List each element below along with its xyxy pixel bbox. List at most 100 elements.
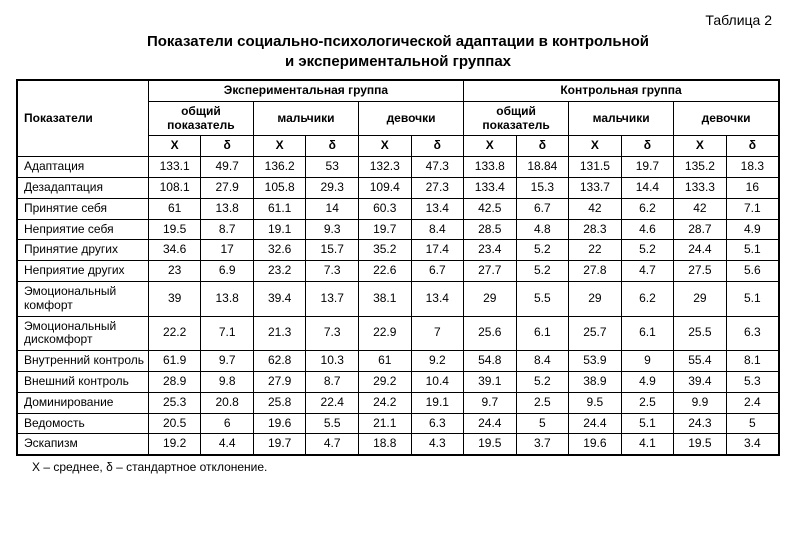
cell-value: 22.9 (358, 316, 411, 351)
table-row: Принятие себя6113.861.11460.313.442.56.7… (17, 198, 779, 219)
row-label: Неприятие других (17, 261, 148, 282)
header-delta: δ (411, 136, 464, 157)
adaptation-table: Показатели Экспериментальная группа Конт… (16, 79, 780, 456)
cell-value: 4.1 (621, 434, 674, 455)
cell-value: 4.4 (201, 434, 254, 455)
cell-value: 18.3 (726, 157, 779, 178)
cell-value: 109.4 (358, 177, 411, 198)
cell-value: 9.2 (411, 351, 464, 372)
cell-value: 19.7 (253, 434, 306, 455)
cell-value: 61 (148, 198, 201, 219)
cell-value: 6.2 (621, 198, 674, 219)
title-line-1: Показатели социально-психологической ада… (147, 33, 649, 50)
cell-value: 22 (569, 240, 622, 261)
table-row: Эскапизм19.24.419.74.718.84.319.53.719.6… (17, 434, 779, 455)
cell-value: 27.5 (674, 261, 727, 282)
cell-value: 29 (674, 281, 727, 316)
cell-value: 19.1 (253, 219, 306, 240)
cell-value: 23.2 (253, 261, 306, 282)
header-delta: δ (201, 136, 254, 157)
cell-value: 15.3 (516, 177, 569, 198)
cell-value: 133.1 (148, 157, 201, 178)
cell-value: 8.7 (306, 371, 359, 392)
cell-value: 27.8 (569, 261, 622, 282)
cell-value: 5 (516, 413, 569, 434)
cell-value: 19.1 (411, 392, 464, 413)
cell-value: 2.5 (621, 392, 674, 413)
cell-value: 5 (726, 413, 779, 434)
cell-value: 39.4 (674, 371, 727, 392)
cell-value: 9.7 (464, 392, 517, 413)
cell-value: 39 (148, 281, 201, 316)
cell-value: 38.9 (569, 371, 622, 392)
cell-value: 25.7 (569, 316, 622, 351)
cell-value: 27.9 (201, 177, 254, 198)
header-delta: δ (726, 136, 779, 157)
cell-value: 14 (306, 198, 359, 219)
cell-value: 5.1 (726, 240, 779, 261)
cell-value: 13.4 (411, 198, 464, 219)
cell-value: 5.5 (306, 413, 359, 434)
cell-value: 19.5 (674, 434, 727, 455)
cell-value: 2.4 (726, 392, 779, 413)
cell-value: 24.4 (464, 413, 517, 434)
cell-value: 17 (201, 240, 254, 261)
cell-value: 54.8 (464, 351, 517, 372)
table-row: Адаптация133.149.7136.253132.347.3133.81… (17, 157, 779, 178)
header-x: X (569, 136, 622, 157)
row-label: Внутренний контроль (17, 351, 148, 372)
header-ctrl-girls: девочки (674, 101, 779, 136)
table-number-label: Таблица 2 (16, 12, 772, 28)
cell-value: 6.7 (411, 261, 464, 282)
cell-value: 29.3 (306, 177, 359, 198)
cell-value: 8.4 (516, 351, 569, 372)
cell-value: 60.3 (358, 198, 411, 219)
cell-value: 2.5 (516, 392, 569, 413)
cell-value: 22.4 (306, 392, 359, 413)
row-label: Принятие себя (17, 198, 148, 219)
cell-value: 131.5 (569, 157, 622, 178)
header-exp-total: общий показатель (148, 101, 253, 136)
table-row: Внутренний контроль61.99.762.810.3619.25… (17, 351, 779, 372)
cell-value: 3.7 (516, 434, 569, 455)
cell-value: 13.7 (306, 281, 359, 316)
cell-value: 7.1 (726, 198, 779, 219)
header-x: X (148, 136, 201, 157)
header-group-control: Контрольная группа (464, 80, 779, 101)
table-row: Принятие других34.61732.615.735.217.423.… (17, 240, 779, 261)
cell-value: 21.3 (253, 316, 306, 351)
cell-value: 22.6 (358, 261, 411, 282)
cell-value: 9 (621, 351, 674, 372)
cell-value: 42.5 (464, 198, 517, 219)
cell-value: 39.4 (253, 281, 306, 316)
table-row: Ведомость20.5619.65.521.16.324.4524.45.1… (17, 413, 779, 434)
cell-value: 133.8 (464, 157, 517, 178)
cell-value: 28.9 (148, 371, 201, 392)
cell-value: 19.5 (148, 219, 201, 240)
cell-value: 61.9 (148, 351, 201, 372)
cell-value: 61 (358, 351, 411, 372)
cell-value: 3.4 (726, 434, 779, 455)
cell-value: 15.7 (306, 240, 359, 261)
cell-value: 9.3 (306, 219, 359, 240)
cell-value: 7 (411, 316, 464, 351)
cell-value: 20.5 (148, 413, 201, 434)
cell-value: 9.7 (201, 351, 254, 372)
cell-value: 7.3 (306, 316, 359, 351)
row-label: Внешний контроль (17, 371, 148, 392)
cell-value: 28.7 (674, 219, 727, 240)
row-label: Ведомость (17, 413, 148, 434)
cell-value: 19.6 (569, 434, 622, 455)
cell-value: 25.8 (253, 392, 306, 413)
cell-value: 6.3 (411, 413, 464, 434)
cell-value: 27.7 (464, 261, 517, 282)
cell-value: 8.1 (726, 351, 779, 372)
header-x: X (464, 136, 517, 157)
cell-value: 10.4 (411, 371, 464, 392)
cell-value: 23 (148, 261, 201, 282)
cell-value: 21.1 (358, 413, 411, 434)
header-group-experimental: Экспериментальная группа (148, 80, 463, 101)
table-body: Адаптация133.149.7136.253132.347.3133.81… (17, 157, 779, 455)
title-line-2: и экспериментальной группах (285, 53, 511, 70)
cell-value: 4.9 (621, 371, 674, 392)
